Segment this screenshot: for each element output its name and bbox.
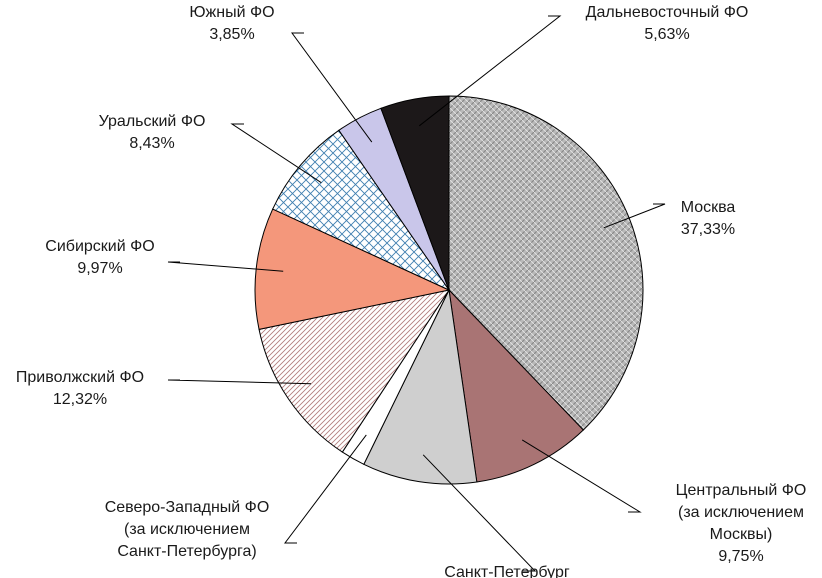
leader-line [167, 261, 284, 272]
slice-value-label: 9,75% [718, 548, 763, 565]
slice-name-label: Приволжский ФО [16, 369, 144, 386]
slice-name-label: Уральский ФО [99, 113, 206, 130]
slice-label: Дальневосточный ФО 5,63% [586, 4, 749, 43]
slice-name-label: Сибирский ФО [45, 238, 154, 255]
slice-name-label: Санкт-Петербург [444, 564, 570, 578]
slice-name-label: (за исключением [124, 521, 250, 538]
slice-name-label: (за исключением [678, 504, 804, 521]
leader-line [418, 15, 562, 127]
slice-value-label: 3,85% [209, 26, 254, 43]
slice-name-label: Санкт-Петербурга) [117, 543, 256, 560]
slice-name-label: Северо-Западный ФО [105, 499, 270, 516]
slice-label: Южный ФО 3,85% [189, 4, 274, 43]
slice-name-label: Дальневосточный ФО [586, 4, 749, 21]
slice-label: Северо-Западный ФО (за исключением Санкт-П… [105, 499, 270, 560]
slice-name-label: Москвы) [710, 526, 773, 543]
pie-slice [258, 289, 451, 453]
pie-slice [363, 288, 478, 485]
slice-labels: Москва 37,33% Центральный ФО (за исключение… [16, 4, 806, 578]
pie-slices [254, 95, 644, 485]
slice-name-label: Москва [681, 199, 736, 216]
slice-name-label: Центральный ФО [676, 482, 807, 499]
slice-label: Санкт-Петербург [444, 564, 570, 578]
leader-line [167, 379, 312, 385]
slice-value-label: 9,97% [77, 260, 122, 277]
slice-label: Уральский ФО 8,43% [99, 113, 206, 152]
slice-value-label: 8,43% [129, 135, 174, 152]
leader-line [283, 434, 367, 544]
slice-label: Москва 37,33% [681, 199, 736, 238]
slice-value-label: 12,32% [53, 391, 107, 408]
pie-slice [254, 208, 451, 330]
leader-line [291, 32, 373, 143]
slice-name-label: Южный ФО [189, 4, 274, 21]
slice-value-label: 5,63% [644, 26, 689, 43]
leader-line [422, 454, 537, 572]
pie-slice [272, 129, 451, 292]
slice-label: Центральный ФО (за исключением Москвы) 9,75… [676, 482, 807, 565]
pie-slice [380, 95, 450, 291]
slice-label: Сибирский ФО 9,97% [45, 238, 154, 277]
pie-slice [448, 288, 585, 483]
leader-line [603, 203, 666, 229]
slice-value-label: 37,33% [681, 221, 735, 238]
leader-line [230, 123, 322, 184]
slice-label: Приволжский ФО 12,32% [16, 369, 144, 408]
leader-line [521, 439, 642, 513]
leader-lines [167, 15, 666, 572]
